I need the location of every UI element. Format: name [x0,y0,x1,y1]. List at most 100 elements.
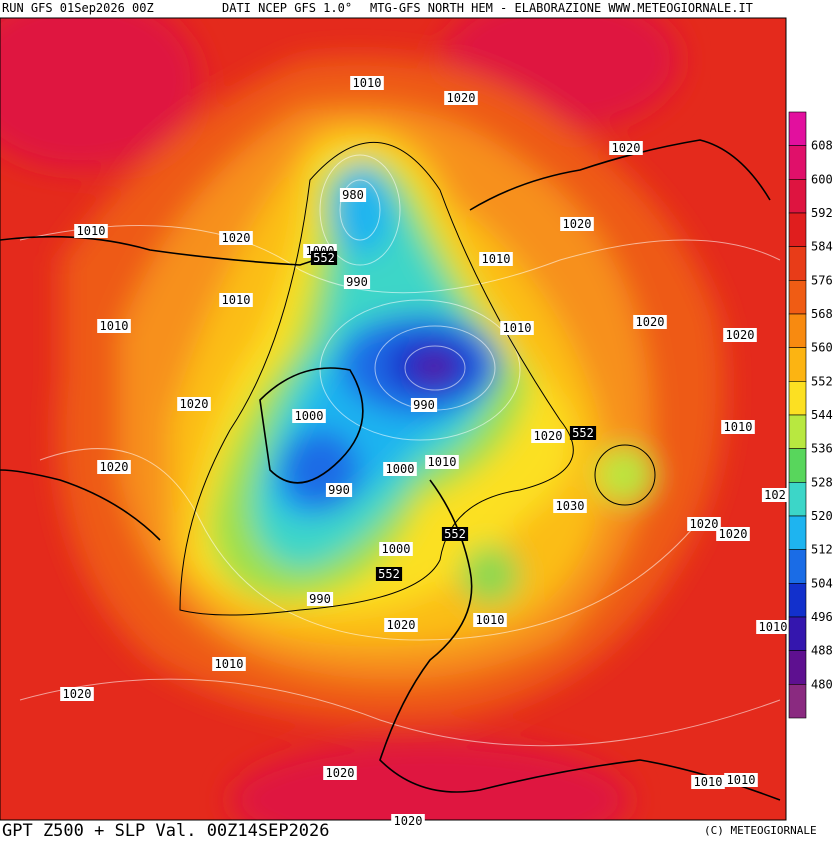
isobar-label-box [325,483,353,497]
isobar-label: 1030 [556,499,585,513]
isobar-label: 1020 [180,397,209,411]
height-label-box [569,426,597,440]
colorbar-swatch [788,549,807,584]
isobar-label-box [212,657,246,671]
colorbar-swatch [788,684,807,719]
height-contours [179,142,656,616]
isobar-label: 1010 [222,293,251,307]
credit-label: MTG-GFS NORTH HEM - ELABORAZIONE WWW.MET… [370,1,753,15]
isobar-label-box [97,460,131,474]
band [597,447,653,503]
isobar-label-box [384,618,418,632]
isobar-label-box [473,613,507,627]
band [332,165,392,255]
isobar-label: 990 [346,275,368,289]
colorbar-swatch [788,145,807,180]
height-field [0,18,725,820]
isobar-label-box [219,293,253,307]
field [0,18,786,820]
source-label: DATI NCEP GFS 1.0° [222,1,352,15]
band [0,18,200,170]
isobar-label-box [391,814,425,828]
colorbar-label: 504 [811,576,833,590]
isobar-label-box [553,499,587,513]
colorbar-swatch [788,347,807,382]
height-label: 552 [572,426,594,440]
isobar-label: 1010 [724,420,753,434]
isobar-label: 1000 [295,409,324,423]
colorbar-label: 552 [811,374,833,388]
colorbar-label: 528 [811,475,833,489]
isobar-label-box [177,397,211,411]
colorbar-swatch [788,650,807,685]
colorbar-swatch [788,212,807,247]
colorbar-label: 480 [811,677,833,691]
isobar-label-box [323,766,357,780]
colorbar-label: 544 [811,408,833,422]
isobar-label: 1010 [428,455,457,469]
isobar-label-box [410,398,438,412]
isobar-label: 1010 [100,319,129,333]
isobar-label: 102 [764,488,786,502]
isobar-label: 1020 [447,91,476,105]
colorbar-label: 560 [811,341,833,355]
isobar-label-box [500,321,534,335]
isobar-label: 1020 [63,687,92,701]
height-label: 552 [313,251,335,265]
copyright: (C) METEOGIORNALE [704,824,817,837]
colorbar-label: 608 [811,139,833,153]
isobar-label: 1020 [394,814,423,828]
isobar-label: 1000 [386,462,415,476]
isobar-label-box [60,687,94,701]
isobars [19,154,781,747]
isobar-label: 1010 [694,775,723,789]
band [417,354,453,382]
height-label-box [441,527,469,541]
isobar-label: 1000 [382,542,411,556]
isobar-label-box [479,252,513,266]
isobar-label: 1010 [503,321,532,335]
colorbar-label: 592 [811,206,833,220]
colorbar-swatch [788,313,807,348]
isobar-label-box [343,275,371,289]
isobar-label-box [379,542,413,556]
colorbar-label: 536 [811,442,833,456]
height-label: 552 [444,527,466,541]
colorbar-swatch [788,482,807,517]
isobar-label-box [724,773,758,787]
isobar-label: 1020 [534,429,563,443]
colorbar-swatch [788,111,807,146]
isobar-label: 990 [413,398,435,412]
colorbar-swatch [788,381,807,416]
colorbar-swatch [788,515,807,550]
isobar-label-box [633,315,667,329]
colorbar-swatch [788,448,807,483]
isobar-label: 1010 [353,76,382,90]
isobar-label-box [756,620,790,634]
isobar-label: 990 [309,592,331,606]
colorbar-label: 568 [811,307,833,321]
isobar-label: 980 [342,188,364,202]
isobar-label-box [219,231,253,245]
colorbar-swatch [788,179,807,214]
isobar-label: 1020 [222,231,251,245]
isobar-label: 1020 [636,315,665,329]
colorbar-label: 576 [811,273,833,287]
band [280,430,360,510]
isobar-label-box [716,527,750,541]
colorbar-label: 512 [811,543,833,557]
colorbar-label: 584 [811,240,833,254]
isobar-label-box [609,141,643,155]
height-label-box [375,567,403,581]
isobar-label-box [339,188,367,202]
colorbar-swatch [788,246,807,281]
isobar-label-box [350,76,384,90]
footer-title: GPT Z500 + SLP Val. 00Z14SEP2026 [2,821,330,840]
colorbar-label: 520 [811,509,833,523]
isobar-label: 1010 [482,252,511,266]
colorbar-label: 488 [811,644,833,658]
isobar-label: 1020 [719,527,748,541]
colorbar: 608 600 592 584 576 568 560 552 544 536 528 520 512 5… [788,111,833,719]
isobar-label-box [560,217,594,231]
